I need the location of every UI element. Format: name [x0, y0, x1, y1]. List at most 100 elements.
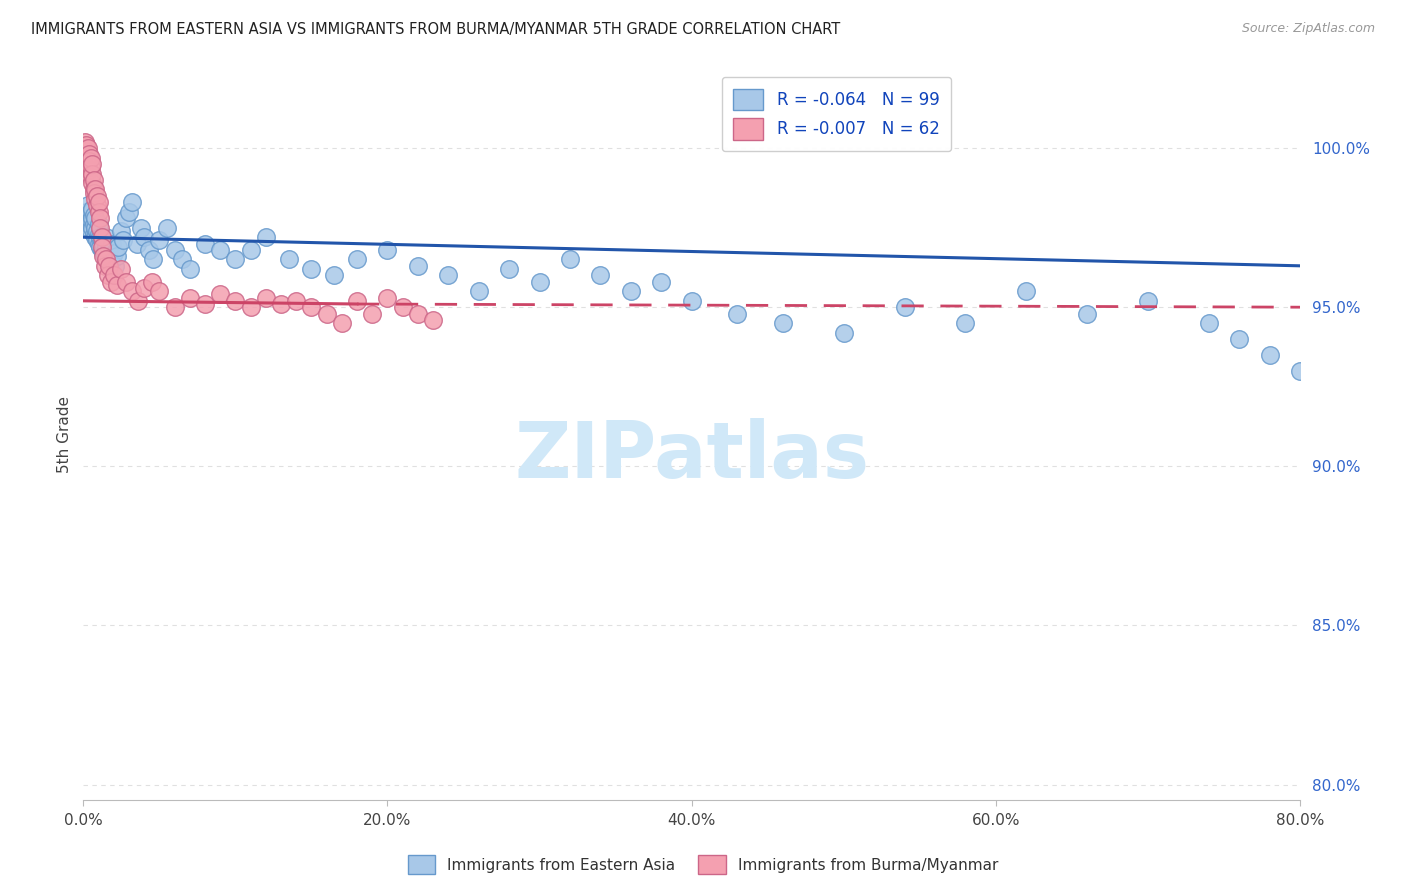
Point: [1015, 285, 1038, 299]
Point: [84, 230, 107, 244]
Point: [73, 135, 96, 149]
Point: [138, 243, 160, 257]
Point: [1227, 332, 1250, 346]
Point: [134, 281, 156, 295]
Point: [82, 202, 104, 216]
Point: [129, 220, 152, 235]
Point: [725, 307, 748, 321]
Point: [100, 275, 122, 289]
Text: ZIPatlas: ZIPatlas: [515, 418, 869, 494]
Point: [148, 233, 170, 247]
Point: [239, 243, 262, 257]
Point: [84, 211, 107, 225]
Point: [79, 218, 101, 232]
Legend: R = -0.064   N = 99, R = -0.007   N = 62: R = -0.064 N = 99, R = -0.007 N = 62: [721, 77, 950, 152]
Point: [194, 236, 217, 251]
Point: [94, 252, 117, 267]
Point: [94, 230, 117, 244]
Point: [179, 291, 201, 305]
Point: [80, 151, 103, 165]
Point: [115, 275, 138, 289]
Point: [121, 285, 143, 299]
Point: [406, 307, 429, 321]
Point: [1137, 293, 1160, 308]
Point: [79, 163, 101, 178]
Point: [84, 220, 107, 235]
Point: [83, 173, 105, 187]
Point: [498, 262, 520, 277]
Point: [377, 243, 399, 257]
Point: [620, 285, 643, 299]
Point: [224, 252, 246, 267]
Point: [323, 268, 346, 283]
Legend: Immigrants from Eastern Asia, Immigrants from Burma/Myanmar: Immigrants from Eastern Asia, Immigrants…: [402, 849, 1004, 880]
Point: [90, 243, 112, 257]
Point: [315, 307, 337, 321]
Point: [118, 204, 141, 219]
Point: [87, 204, 110, 219]
Point: [82, 211, 104, 225]
Point: [134, 230, 156, 244]
Point: [270, 297, 292, 311]
Point: [101, 236, 124, 251]
Point: [86, 233, 108, 247]
Point: [346, 252, 368, 267]
Point: [110, 262, 132, 277]
Point: [87, 218, 110, 232]
Point: [83, 182, 105, 196]
Point: [148, 285, 170, 299]
Point: [422, 313, 444, 327]
Point: [82, 176, 104, 190]
Point: [89, 211, 111, 225]
Point: [1258, 348, 1281, 362]
Point: [529, 275, 551, 289]
Point: [377, 291, 399, 305]
Point: [1350, 358, 1372, 372]
Point: [239, 300, 262, 314]
Point: [141, 275, 163, 289]
Point: [194, 297, 217, 311]
Point: [87, 236, 110, 251]
Point: [90, 240, 112, 254]
Point: [1381, 332, 1403, 346]
Point: [115, 211, 138, 225]
Y-axis label: 5th Grade: 5th Grade: [58, 396, 72, 473]
Point: [79, 153, 101, 168]
Point: [224, 293, 246, 308]
Point: [330, 316, 353, 330]
Point: [254, 291, 277, 305]
Point: [254, 230, 277, 244]
Point: [172, 252, 194, 267]
Point: [75, 204, 97, 219]
Point: [346, 293, 368, 308]
Point: [772, 316, 794, 330]
Point: [406, 259, 429, 273]
Point: [125, 236, 148, 251]
Point: [90, 233, 112, 247]
Point: [80, 160, 103, 174]
Point: [437, 268, 460, 283]
Point: [80, 169, 103, 184]
Point: [87, 227, 110, 241]
Point: [79, 208, 101, 222]
Point: [83, 218, 105, 232]
Point: [277, 252, 299, 267]
Point: [76, 141, 98, 155]
Point: [104, 259, 127, 273]
Point: [98, 243, 121, 257]
Point: [87, 195, 110, 210]
Point: [301, 262, 323, 277]
Point: [832, 326, 855, 340]
Point: [107, 240, 129, 254]
Point: [391, 300, 413, 314]
Point: [91, 236, 114, 251]
Point: [94, 240, 117, 254]
Point: [84, 182, 107, 196]
Point: [84, 192, 107, 206]
Text: IMMIGRANTS FROM EASTERN ASIA VS IMMIGRANTS FROM BURMA/MYANMAR 5TH GRADE CORRELAT: IMMIGRANTS FROM EASTERN ASIA VS IMMIGRAN…: [31, 22, 841, 37]
Point: [110, 224, 132, 238]
Point: [156, 220, 179, 235]
Point: [83, 186, 105, 200]
Point: [121, 195, 143, 210]
Point: [301, 300, 323, 314]
